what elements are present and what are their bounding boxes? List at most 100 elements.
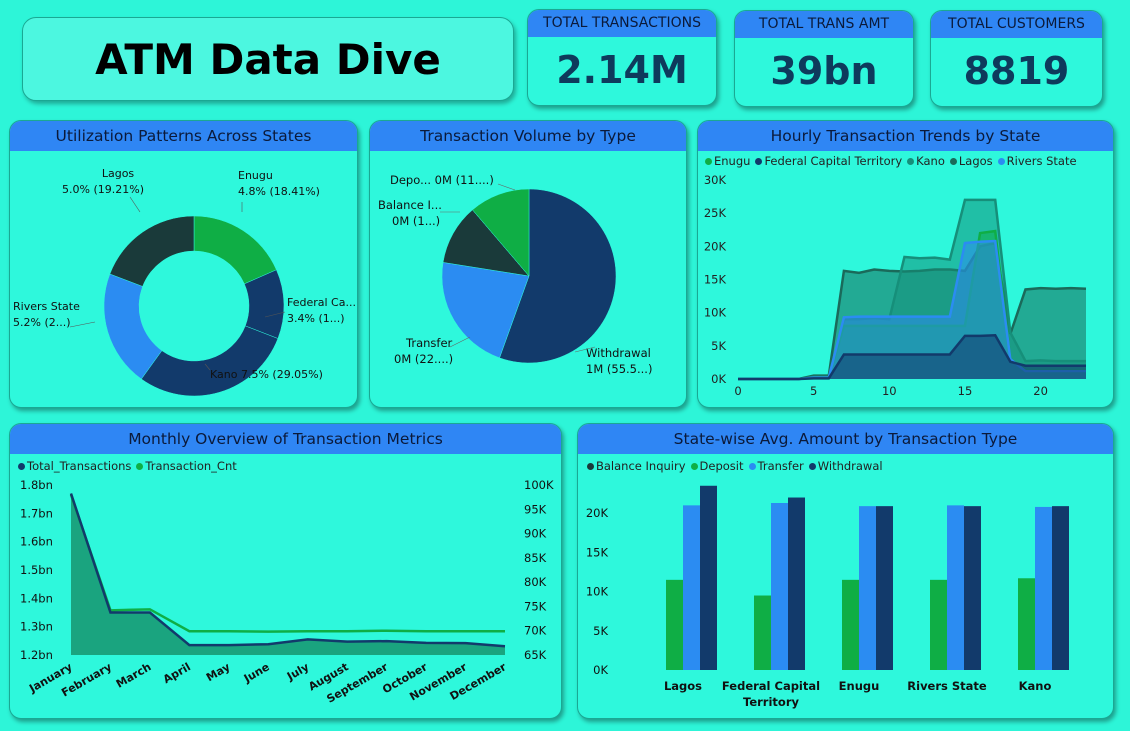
chart-title: Transaction Volume by Type (370, 121, 686, 151)
leader-line (449, 336, 471, 348)
y-tick-label: 20K (586, 506, 609, 520)
x-tick-label: July (284, 660, 311, 683)
pie-data-label: Transfer (405, 336, 453, 350)
hourly-legend: Enugu Federal Capital Territory Kano Lagos R… (705, 154, 1082, 168)
bar-withdrawal (1052, 506, 1069, 670)
legend-dot-icon (587, 463, 594, 470)
y-left-tick-label: 1.5bn (20, 563, 53, 577)
legend-item[interactable]: Withdrawal (808, 459, 883, 473)
monthly-overview-card[interactable]: Monthly Overview of Transaction Metrics … (9, 423, 562, 719)
kpi-total-transactions[interactable]: TOTAL TRANSACTIONS 2.14M (527, 9, 717, 106)
x-tick-label: June (241, 660, 272, 685)
x-tick-label: 10 (882, 384, 897, 398)
leader-line (264, 311, 286, 318)
legend-dot-icon (907, 158, 915, 165)
legend-dot-icon (136, 463, 144, 470)
donut-chart[interactable]: Lagos 5.0% (19.21%) Enugu 4.8% (18.41%) Fede… (10, 152, 358, 408)
kpi-value: 39bn (770, 49, 878, 93)
chart-title: Utilization Patterns Across States (10, 121, 357, 151)
legend-item[interactable]: Kano (907, 154, 945, 168)
hourly-trends-card[interactable]: Hourly Transaction Trends by State Enugu… (697, 120, 1114, 408)
legend-dot-icon (690, 463, 698, 470)
leader-line (574, 346, 596, 353)
chart-title: Monthly Overview of Transaction Metrics (10, 424, 561, 454)
kpi-label: TOTAL TRANSACTIONS (528, 10, 716, 37)
kpi-total-customers[interactable]: TOTAL CUSTOMERS 8819 (930, 10, 1103, 107)
x-tick-label: Lagos (664, 679, 702, 693)
series-line-transaction-cnt (69, 494, 505, 633)
legend-dot-icon (748, 463, 756, 470)
x-tick-label: Rivers State (907, 679, 987, 693)
legend-item[interactable]: Total_Transactions (18, 459, 131, 473)
y-left-tick-label: 1.3bn (20, 620, 53, 634)
donut-data-label: Enugu (238, 169, 273, 182)
y-tick-label: 10K (586, 585, 609, 599)
leader-line (69, 321, 96, 328)
pie-data-label: Withdrawal (586, 346, 651, 360)
bar-withdrawal (700, 485, 717, 670)
pie-slice (499, 188, 617, 364)
x-tick-label: 20 (1033, 384, 1048, 398)
y-tick-label: 0K (711, 372, 726, 386)
legend-item[interactable]: Transfer (748, 459, 804, 473)
y-right-tick-label: 65K (524, 648, 547, 662)
bar-transfer (859, 506, 876, 670)
legend-item[interactable]: Deposit (690, 459, 744, 473)
page-title: ATM Data Dive (95, 35, 441, 84)
donut-slice (193, 215, 277, 285)
y-left-tick-label: 1.2bn (20, 648, 53, 662)
pie-slice (472, 188, 530, 277)
pie-chart[interactable]: Withdrawal 1M (55.5...) Transfer 0M (22....… (370, 152, 687, 408)
donut-data-label: 5.2% (2...) (13, 316, 71, 329)
statewise-amount-card[interactable]: State-wise Avg. Amount by Transaction Ty… (577, 423, 1114, 719)
monthly-line-chart[interactable]: 1.2bn 1.3bn 1.4bn 1.5bn 1.6bn 1.7bn 1.8bn 65K 70… (10, 474, 562, 719)
bar-transfer (683, 505, 700, 670)
y-tick-label: 5K (593, 624, 608, 638)
y-right-tick-label: 80K (524, 575, 547, 589)
bar-legend: Balance Inquiry Deposit Transfer Withdrawal (587, 459, 888, 473)
y-tick-label: 5K (711, 339, 726, 353)
y-left-tick-label: 1.6bn (20, 535, 53, 549)
hourly-area-chart[interactable]: 0K 5K 10K 15K 20K 25K 30K 0 5 10 15 20 (698, 169, 1114, 408)
legend-item[interactable]: Balance Inquiry (587, 459, 686, 473)
area-fill-federal-capital-territory (738, 335, 1086, 379)
y-right-tick-label: 75K (524, 599, 547, 613)
bar-deposit (754, 595, 771, 670)
legend-dot-icon (808, 463, 816, 470)
utilization-card[interactable]: Utilization Patterns Across States Lagos… (9, 120, 358, 408)
donut-data-label: 3.4% (1...) (287, 312, 345, 325)
bar-withdrawal (964, 506, 981, 670)
kpi-label: TOTAL CUSTOMERS (931, 11, 1102, 38)
y-tick-label: 10K (704, 306, 727, 320)
x-tick-label: 15 (958, 384, 973, 398)
bar-deposit (930, 579, 947, 670)
y-tick-label: 0K (593, 663, 608, 677)
kpi-total-trans-amt[interactable]: TOTAL TRANS AMT 39bn (734, 10, 914, 107)
y-right-tick-label: 90K (524, 527, 547, 541)
legend-item[interactable]: Lagos (949, 154, 993, 168)
y-tick-label: 15K (586, 545, 609, 559)
x-tick-label: 5 (810, 384, 817, 398)
x-tick-label: 0 (734, 384, 741, 398)
legend-dot-icon (997, 158, 1005, 165)
chart-title: State-wise Avg. Amount by Transaction Ty… (578, 424, 1113, 454)
legend-item[interactable]: Enugu (705, 154, 750, 168)
pie-data-label: Depo... 0M (11....) (390, 173, 494, 187)
pie-slice (441, 262, 530, 359)
x-tick-label: Federal Capital (722, 679, 820, 693)
y-tick-label: 15K (704, 273, 727, 287)
x-tick-label: Territory (743, 695, 799, 709)
legend-item[interactable]: Rivers State (997, 154, 1077, 168)
legend-item[interactable]: Transaction_Cnt (136, 459, 237, 473)
series-line-total-transactions (69, 493, 506, 648)
donut-data-label: Rivers State (13, 300, 80, 313)
legend-item[interactable]: Federal Capital Territory (755, 154, 902, 168)
kpi-label: TOTAL TRANS AMT (735, 11, 913, 38)
y-left-tick-label: 1.4bn (20, 591, 53, 605)
x-tick-label: Kano (1019, 679, 1052, 693)
legend-dot-icon (949, 158, 957, 165)
donut-data-label: 4.8% (18.41%) (238, 185, 320, 198)
bar-chart[interactable]: 0K 5K 10K 15K 20K Lagos Federal Capital Territo… (578, 474, 1114, 719)
y-right-tick-label: 85K (524, 551, 547, 565)
volume-by-type-card[interactable]: Transaction Volume by Type Withdrawal 1M … (369, 120, 687, 408)
